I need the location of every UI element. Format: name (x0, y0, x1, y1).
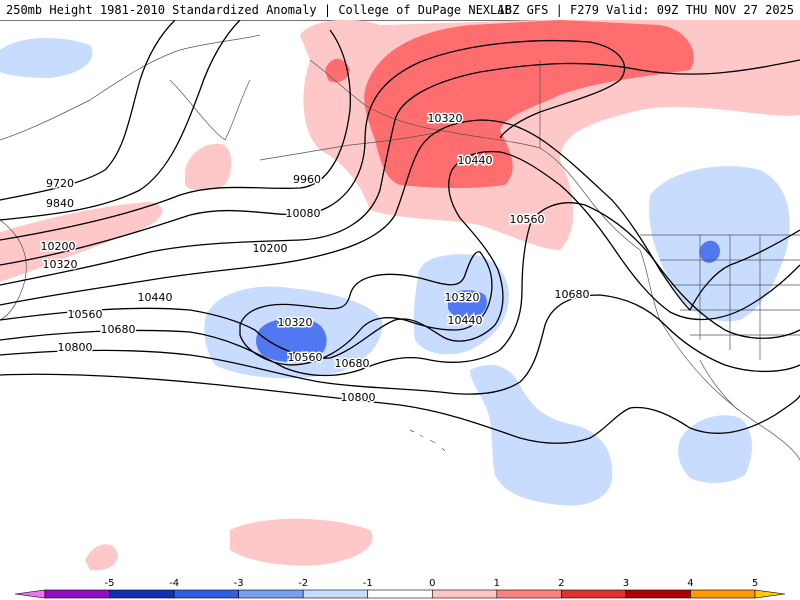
anomaly-region-neg1-east (649, 166, 790, 322)
colorbar-tick: 0 (429, 578, 435, 589)
anomaly-region-pos2-small (325, 58, 350, 83)
anomaly-region-neg1-nw (0, 38, 93, 78)
colorbar-cell (173, 589, 239, 599)
contour-label-10560: 10560 (68, 308, 103, 321)
contour-labels: 9720 9840 9960 10080 10200 10200 10320 10320 103… (39, 111, 591, 406)
colorbar-tick: 1 (494, 578, 500, 589)
coastline-kamchatka (169, 79, 251, 141)
positive-anomaly-shading (0, 20, 800, 571)
border-state-2 (699, 235, 761, 360)
contour-9960 (0, 29, 351, 241)
contour-label-10560: 10560 (288, 351, 323, 364)
colorbar-tick: 2 (558, 578, 564, 589)
contour-label-10440: 10440 (458, 154, 493, 167)
colorbar-tick: -4 (169, 578, 179, 589)
height-anomaly-map: 9720 9840 9960 10080 10200 10200 10320 10320 103… (0, 20, 800, 571)
contour-10440 (0, 150, 800, 359)
coastline-alaska (309, 59, 641, 251)
anomaly-region-pos1-sw (85, 544, 118, 571)
colorbar-arrow-min (14, 589, 46, 599)
contour-label-10320: 10320 (428, 112, 463, 125)
colorbar-tick-labels: -5 -4 -3 -2 -1 0 1 2 3 4 5 (105, 578, 759, 589)
anomaly-colorbar: -5 -4 -3 -2 -1 0 1 2 3 4 5 (0, 575, 800, 600)
colorbar-cell (431, 589, 498, 599)
contour-label-10200: 10200 (41, 240, 76, 253)
contour-10320-upper (0, 119, 800, 312)
contour-label-10440: 10440 (448, 314, 483, 327)
anomaly-region-neg2-central (256, 318, 327, 363)
height-contours (0, 20, 800, 444)
contour-label-10320: 10320 (43, 258, 78, 271)
colorbar-cell (238, 589, 304, 599)
contour-10560 (0, 202, 800, 377)
map-title: 250mb Height 1981-2010 Standardized Anom… (6, 3, 512, 17)
anomaly-region-pos1-south (230, 518, 373, 566)
colorbar-cell (109, 589, 175, 599)
coastline-aleutians (259, 131, 441, 161)
colorbar-cells (14, 589, 786, 599)
anomaly-region-neg2-mid (448, 290, 487, 319)
contour-10800 (0, 373, 800, 444)
colorbar-tick: -2 (298, 578, 308, 589)
contour-label-10800: 10800 (341, 391, 376, 404)
contour-10320-lows (239, 251, 493, 366)
contour-label-10680: 10680 (555, 288, 590, 301)
colorbar-tick: 5 (752, 578, 758, 589)
colorbar-cell (496, 589, 562, 599)
contour-label-10680: 10680 (101, 323, 136, 336)
contour-label-10080: 10080 (286, 207, 321, 220)
contour-label-10800: 10800 (58, 341, 93, 354)
anomaly-region-pos1-small (185, 143, 232, 191)
contour-label-9960: 9960 (293, 173, 321, 186)
colorbar-tick: 3 (623, 578, 629, 589)
contour-label-10440: 10440 (138, 291, 173, 304)
contour-10080 (0, 39, 626, 266)
contour-10200 (0, 59, 800, 286)
hawaii-islands (409, 429, 446, 452)
anomaly-region-neg1-se (678, 415, 752, 483)
contour-label-10560: 10560 (510, 213, 545, 226)
colorbar-cell (44, 589, 110, 599)
colorbar-tick: -3 (234, 578, 244, 589)
colorbar-tick: 4 (687, 578, 693, 589)
colorbar-cell (561, 589, 627, 599)
contour-9720 (0, 20, 176, 201)
model-run-info: 18Z GFS | F279 Valid: 09Z THU NOV 27 202… (497, 3, 794, 17)
colorbar-arrow-max (754, 589, 786, 599)
contour-label-9720: 9720 (46, 177, 74, 190)
coastline-baja (699, 359, 739, 411)
map-title-bar: 250mb Height 1981-2010 Standardized Anom… (0, 0, 800, 21)
contour-label-10320: 10320 (278, 316, 313, 329)
contour-label-10200: 10200 (253, 242, 288, 255)
anomaly-region-neg2-east (699, 240, 720, 263)
contour-9840 (0, 20, 241, 221)
colorbar-tick: -1 (363, 578, 373, 589)
colorbar-cell (302, 589, 369, 599)
colorbar-cell (690, 589, 756, 599)
contour-label-10680: 10680 (335, 357, 370, 370)
contour-label-9840: 9840 (46, 197, 74, 210)
contour-10680 (0, 294, 800, 395)
contour-label-10320: 10320 (445, 291, 480, 304)
colorbar-tick: -5 (105, 578, 115, 589)
anomaly-region-neg1-south (470, 365, 613, 506)
anomaly-region-pos2-north (364, 20, 694, 189)
colorbar-cell (367, 589, 433, 599)
colorbar-cell (625, 589, 691, 599)
anomaly-region-pos1-west (0, 202, 163, 282)
